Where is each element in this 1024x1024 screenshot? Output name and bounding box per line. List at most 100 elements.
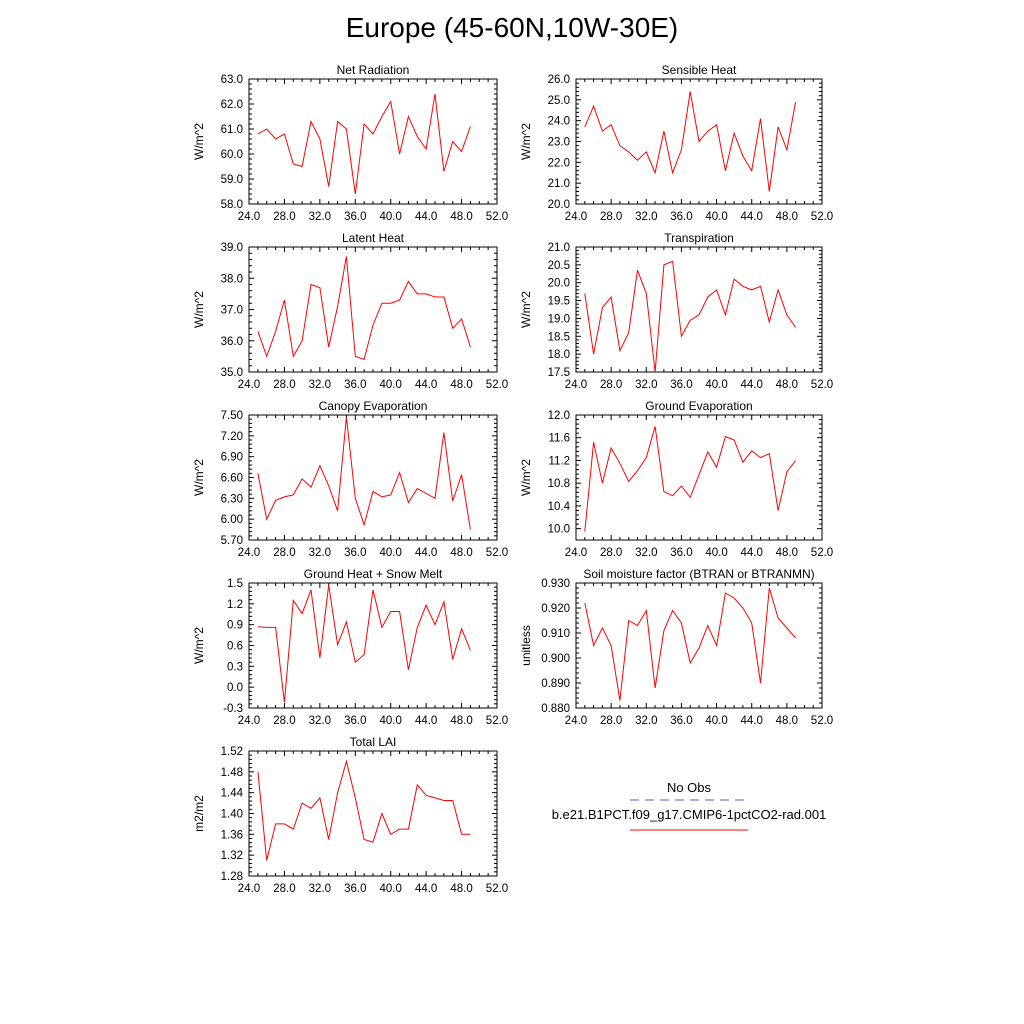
- y-tick-label: 12.0: [548, 410, 570, 422]
- figure-title: Europe (45-60N,10W-30E): [345, 12, 679, 43]
- x-tick-label: 48.0: [450, 547, 472, 559]
- y-tick-label: 25.0: [548, 95, 570, 107]
- y-tick-label: 1.32: [221, 850, 243, 862]
- x-tick-label: 52.0: [811, 379, 833, 391]
- x-tick-label: 40.0: [380, 883, 402, 895]
- x-tick-label: 44.0: [741, 211, 763, 223]
- y-tick-label: -0.3: [223, 703, 243, 715]
- x-tick-label: 52.0: [486, 379, 508, 391]
- chart-panel: Soil moisture factor (BTRAN or BTRANMN) u…: [519, 567, 833, 727]
- x-tick-label: 32.0: [309, 379, 331, 391]
- chart-panel: Ground Heat + Snow Melt W/m^2 24.0 28.0 32.0…: [192, 567, 508, 727]
- x-tick-label: 24.0: [238, 211, 260, 223]
- series-line: [257, 93, 471, 195]
- y-tick-label: 24.0: [548, 116, 570, 128]
- y-tick-label: 0.0: [227, 682, 243, 694]
- x-tick-label: 24.0: [238, 379, 260, 391]
- y-tick-label: 10.8: [548, 478, 570, 490]
- legend-model-label: b.e21.B1PCT.f09_g17.CMIP6-1pctCO2-rad.00…: [552, 807, 827, 822]
- y-tick-label: 19.0: [548, 313, 570, 325]
- y-tick-label: 37.0: [221, 305, 243, 317]
- y-tick-label: 62.0: [221, 99, 243, 111]
- y-tick-label: 1.2: [227, 599, 243, 611]
- x-tick-label: 36.0: [670, 379, 692, 391]
- series-line: [257, 585, 471, 703]
- panel-title: Ground Evaporation: [645, 399, 752, 413]
- y-tick-label: 0.890: [541, 678, 570, 690]
- panel-title: Net Radiation: [337, 63, 410, 77]
- x-tick-label: 52.0: [486, 715, 508, 727]
- x-tick-label: 48.0: [776, 211, 798, 223]
- x-tick-label: 24.0: [565, 379, 587, 391]
- x-tick-label: 40.0: [380, 547, 402, 559]
- y-tick-label: 6.90: [221, 452, 243, 464]
- chart-panel: Total LAI m2/m2 24.0 28.0 32.0 36.0 40.0 44.0 48…: [192, 735, 508, 895]
- y-tick-label: 21.0: [548, 242, 570, 254]
- y-axis-label: W/m^2: [519, 459, 533, 496]
- y-tick-label: 22.0: [548, 157, 570, 169]
- x-tick-label: 28.0: [600, 379, 622, 391]
- y-tick-label: 19.5: [548, 296, 570, 308]
- y-tick-label: 7.20: [221, 431, 243, 443]
- y-tick-label: 39.0: [221, 242, 243, 254]
- x-tick-label: 32.0: [309, 547, 331, 559]
- chart-panel: Ground Evaporation W/m^2 24.0 28.0 32.0 36.0 4…: [519, 399, 833, 559]
- series-line: [257, 256, 471, 361]
- x-tick-label: 40.0: [380, 379, 402, 391]
- y-axis-label: W/m^2: [192, 123, 206, 160]
- y-axis-label: W/m^2: [192, 627, 206, 664]
- x-tick-label: 36.0: [344, 715, 366, 727]
- y-tick-label: 0.930: [541, 578, 570, 590]
- panel-title: Transpiration: [664, 231, 734, 245]
- y-tick-label: 20.5: [548, 260, 570, 272]
- y-tick-label: 10.4: [548, 501, 571, 513]
- x-tick-label: 24.0: [565, 715, 587, 727]
- x-tick-label: 40.0: [705, 547, 727, 559]
- x-tick-label: 28.0: [600, 715, 622, 727]
- series-line: [257, 417, 471, 530]
- plot-frame: [248, 414, 498, 541]
- x-tick-label: 32.0: [635, 379, 657, 391]
- y-tick-label: 18.5: [548, 331, 570, 343]
- x-tick-label: 52.0: [811, 211, 833, 223]
- x-tick-label: 48.0: [776, 547, 798, 559]
- x-tick-label: 40.0: [705, 211, 727, 223]
- x-tick-label: 24.0: [238, 883, 260, 895]
- legend-obs-label: No Obs: [667, 780, 712, 795]
- series-line: [584, 91, 797, 192]
- x-tick-label: 40.0: [705, 715, 727, 727]
- series-line: [584, 260, 797, 373]
- y-tick-label: 6.00: [221, 514, 243, 526]
- y-tick-label: 0.910: [541, 628, 570, 640]
- y-axis-label: W/m^2: [519, 123, 533, 160]
- x-tick-label: 28.0: [600, 547, 622, 559]
- series-line: [584, 426, 796, 532]
- y-tick-label: 1.52: [221, 746, 243, 758]
- x-tick-label: 44.0: [415, 211, 437, 223]
- x-tick-label: 36.0: [344, 883, 366, 895]
- x-tick-label: 48.0: [450, 379, 472, 391]
- panel-title: Total LAI: [350, 735, 397, 749]
- x-tick-label: 44.0: [415, 715, 437, 727]
- legend: No Obs b.e21.B1PCT.f09_g17.CMIP6-1pctCO2-…: [552, 780, 827, 831]
- x-tick-label: 48.0: [450, 211, 472, 223]
- y-tick-label: 60.0: [221, 149, 243, 161]
- y-tick-label: 0.3: [227, 661, 243, 673]
- x-tick-label: 44.0: [415, 883, 437, 895]
- y-tick-label: 11.6: [548, 433, 570, 445]
- y-axis-label: unitless: [519, 625, 533, 666]
- y-tick-label: 1.28: [221, 871, 243, 883]
- x-tick-label: 52.0: [811, 715, 833, 727]
- x-tick-label: 44.0: [415, 379, 437, 391]
- x-tick-label: 24.0: [238, 715, 260, 727]
- plot-frame: [575, 582, 823, 709]
- y-tick-label: 6.30: [221, 493, 243, 505]
- y-tick-label: 11.2: [548, 455, 570, 467]
- y-axis-label: m2/m2: [192, 795, 206, 832]
- panel-title: Canopy Evaporation: [319, 399, 428, 413]
- y-tick-label: 21.0: [548, 178, 570, 190]
- x-tick-label: 52.0: [486, 883, 508, 895]
- y-tick-label: 5.70: [221, 535, 243, 547]
- chart-panel: Sensible Heat W/m^2 24.0 28.0 32.0 36.0 40.0 44…: [519, 63, 833, 223]
- x-tick-label: 28.0: [273, 547, 295, 559]
